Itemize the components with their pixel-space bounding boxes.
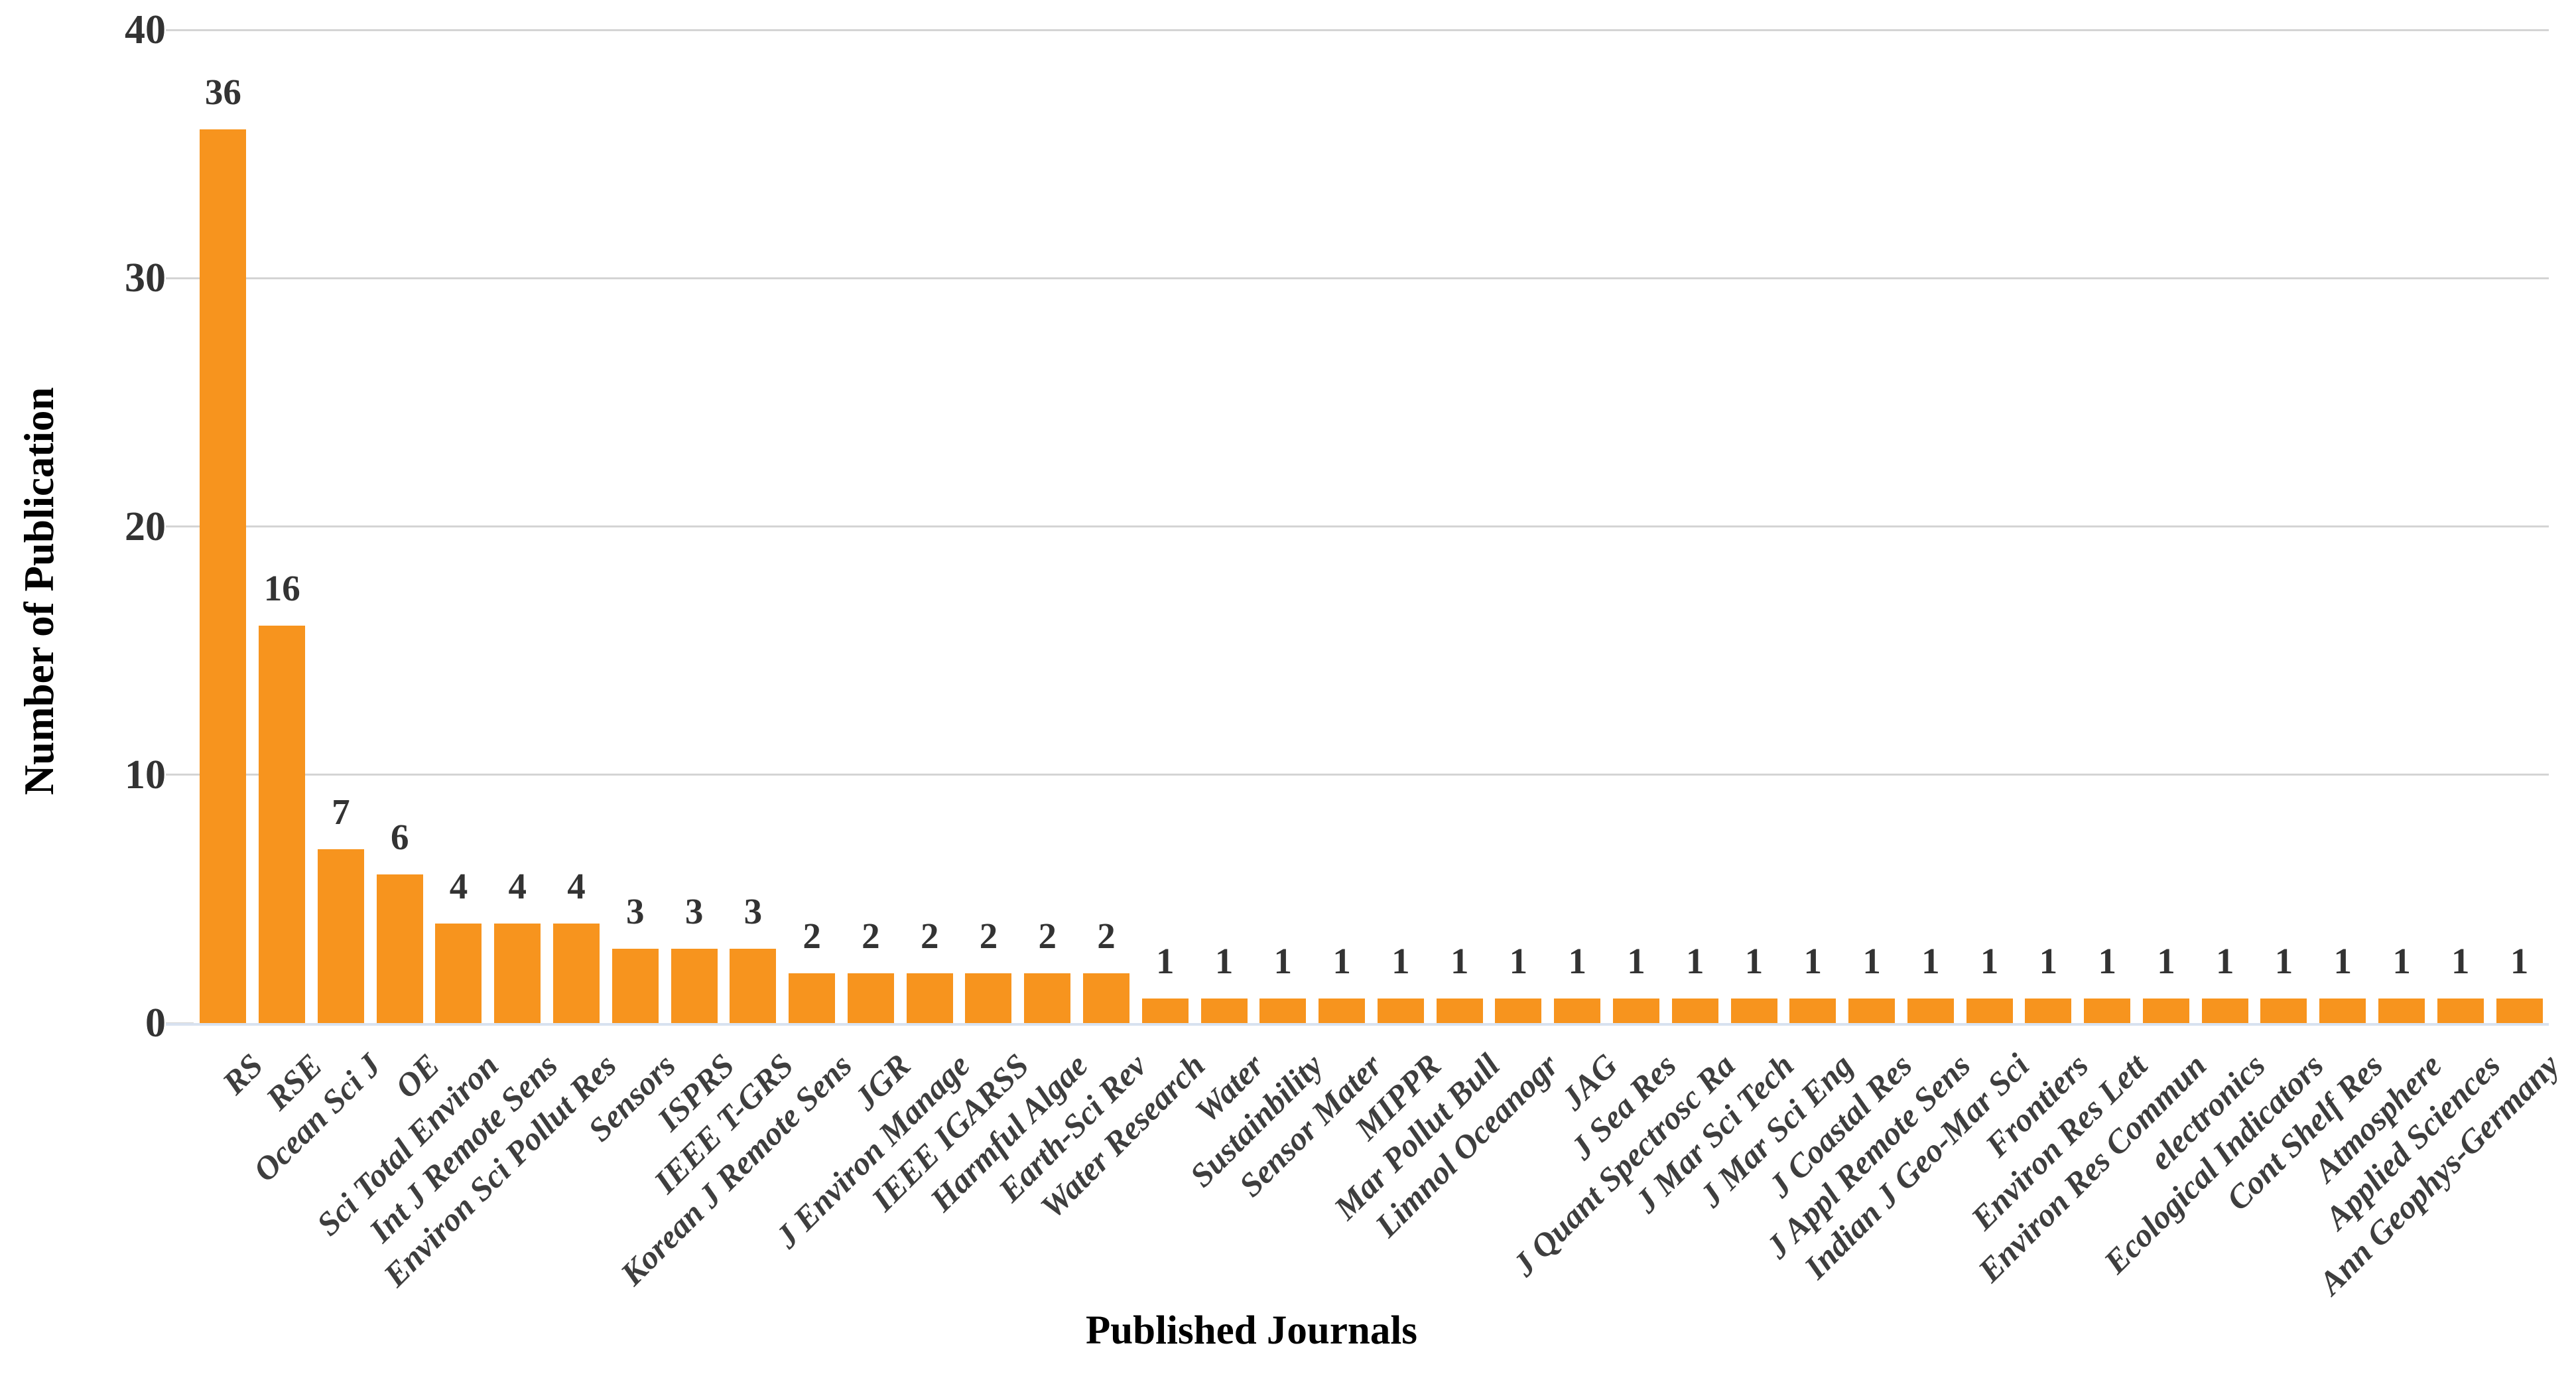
y-tick-label: 40 (125, 7, 166, 52)
bar-value-label: 1 (1568, 940, 1586, 981)
gridline (194, 29, 2549, 31)
bar-value-label: 1 (1509, 940, 1528, 981)
bar-value-label: 1 (2098, 940, 2116, 981)
bar-value-label: 1 (1391, 940, 1410, 981)
bar (2201, 998, 2248, 1023)
bar-value-label: 2 (1038, 916, 1057, 957)
bar-value-label: 1 (2157, 940, 2175, 981)
y-axis-tick (166, 774, 194, 776)
y-tick-label: 30 (125, 255, 166, 301)
bar (553, 924, 600, 1023)
bar-value-label: 2 (920, 916, 939, 957)
bar-value-label: 1 (1156, 940, 1175, 981)
bar (2378, 998, 2425, 1023)
bar (1789, 998, 1836, 1023)
bar-value-label: 2 (1097, 916, 1116, 957)
bar (2496, 998, 2543, 1023)
bar (847, 973, 894, 1023)
bar (1495, 998, 1542, 1023)
bar-value-label: 1 (1627, 940, 1645, 981)
bar-value-label: 3 (684, 890, 704, 931)
bar-value-label: 2 (803, 916, 821, 957)
gridline (194, 774, 2549, 776)
bar (1966, 998, 2013, 1023)
bar (730, 948, 777, 1023)
bar (1082, 973, 1129, 1023)
bar-value-label: 2 (862, 916, 880, 957)
bar (906, 973, 953, 1023)
y-tick-label: 0 (145, 1000, 166, 1046)
bar (612, 948, 659, 1023)
bar-value-label: 1 (1862, 940, 1881, 981)
bar (1671, 998, 1718, 1023)
x-axis-title: Published Journals (1085, 1308, 1418, 1353)
bar-value-label: 3 (626, 890, 645, 931)
x-axis-line (166, 1023, 2549, 1026)
y-tick-label: 20 (125, 504, 166, 549)
bar (2437, 998, 2484, 1023)
bar (317, 849, 364, 1023)
gridline (194, 277, 2549, 279)
bar-value-label: 36 (204, 71, 241, 112)
bar (965, 973, 1012, 1023)
bar (1554, 998, 1601, 1023)
bar-value-label: 1 (2451, 940, 2470, 981)
bar (200, 129, 247, 1023)
bar-value-label: 3 (743, 890, 763, 931)
bar-value-label: 1 (1332, 940, 1351, 981)
y-axis-tick (166, 29, 194, 31)
bar-value-label: 4 (567, 866, 586, 907)
bar (1848, 998, 1896, 1023)
bar (1319, 998, 1366, 1023)
bar-value-label: 1 (1803, 940, 1823, 981)
bar-value-label: 2 (979, 916, 998, 957)
bar (1612, 998, 1659, 1023)
bar (1730, 998, 1777, 1023)
bar-value-label: 1 (1686, 940, 1705, 981)
bar (494, 924, 541, 1023)
bar (2025, 998, 2072, 1023)
gridline (194, 525, 2549, 527)
bar (2142, 998, 2189, 1023)
bar (1024, 973, 1071, 1023)
bar-value-label: 1 (2392, 940, 2411, 981)
bar-value-label: 16 (263, 568, 300, 609)
bar (259, 626, 306, 1023)
bar (1436, 998, 1483, 1023)
y-tick-label: 10 (125, 752, 166, 797)
bar (1200, 998, 1248, 1023)
bar-value-label: 1 (1450, 940, 1469, 981)
bar-value-label: 1 (1273, 940, 1293, 981)
bar-value-label: 1 (2039, 940, 2058, 981)
bar-value-label: 6 (390, 816, 409, 857)
bar-value-label: 1 (1980, 940, 1999, 981)
bar-value-label: 1 (2510, 940, 2529, 981)
bar (435, 924, 482, 1023)
bar (2319, 998, 2366, 1023)
bar (2084, 998, 2131, 1023)
bar (1259, 998, 1307, 1023)
bar-value-label: 4 (508, 866, 527, 907)
bar (1377, 998, 1424, 1023)
bar-value-label: 1 (1214, 940, 1234, 981)
bar-value-label: 1 (1921, 940, 1940, 981)
y-axis-tick (166, 525, 194, 527)
bar (1907, 998, 1954, 1023)
bar (789, 973, 836, 1023)
bar-value-label: 1 (1744, 940, 1764, 981)
bar-value-label: 4 (449, 866, 468, 907)
bar-value-label: 1 (2215, 940, 2234, 981)
bar (376, 874, 423, 1023)
bar (1141, 998, 1189, 1023)
bar-value-label: 1 (2274, 940, 2293, 981)
bar (671, 948, 718, 1023)
bar-value-label: 1 (2333, 940, 2352, 981)
y-axis-tick (166, 277, 194, 279)
bar-value-label: 7 (332, 792, 350, 832)
bar (2260, 998, 2307, 1023)
